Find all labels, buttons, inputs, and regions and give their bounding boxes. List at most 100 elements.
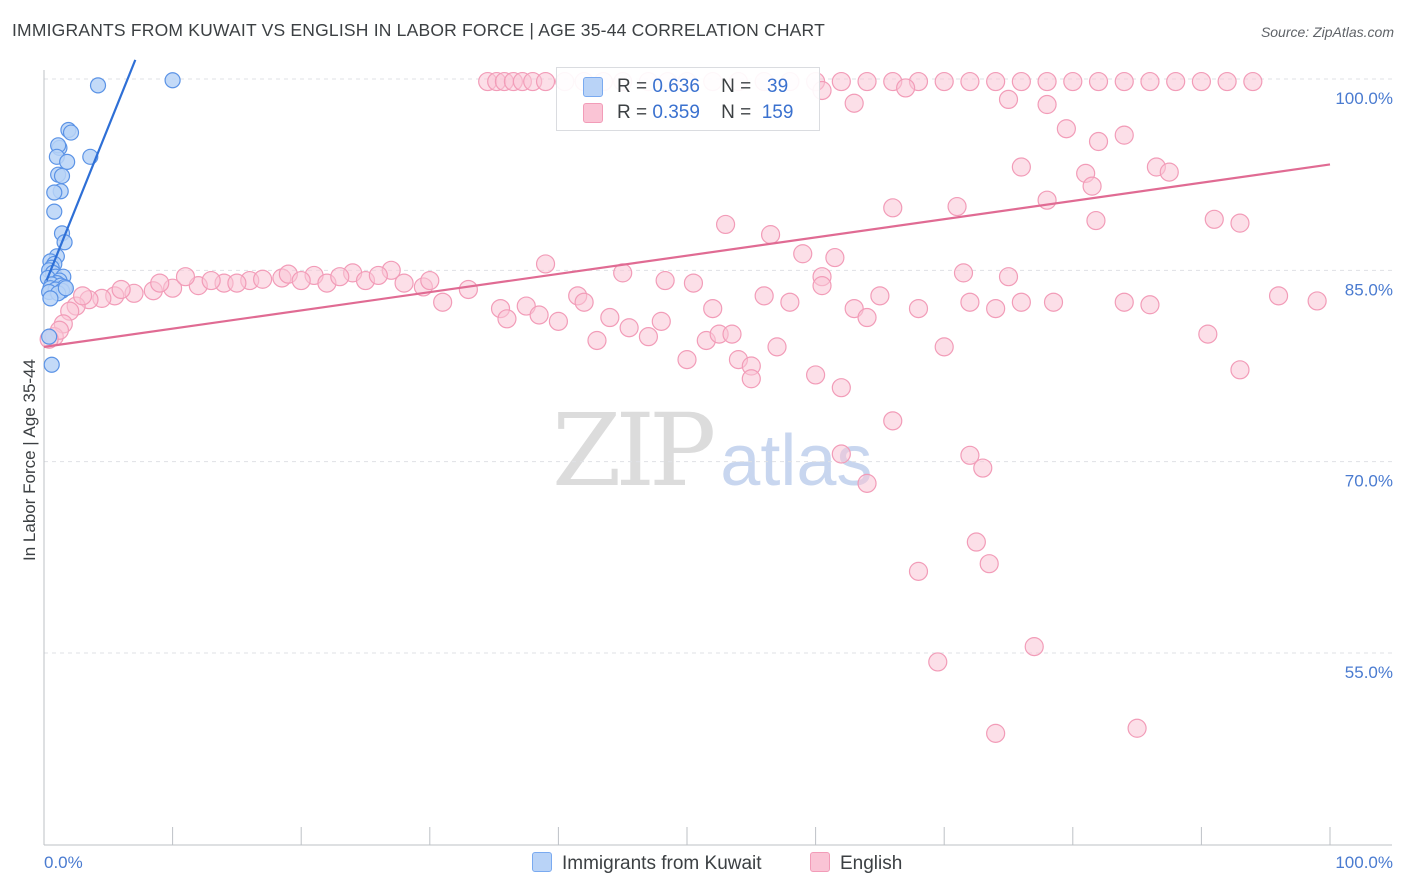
point-english[interactable] bbox=[433, 292, 453, 312]
point-english[interactable] bbox=[831, 71, 851, 92]
point-english[interactable] bbox=[651, 311, 671, 331]
point-kuwait[interactable] bbox=[43, 356, 60, 373]
point-english[interactable] bbox=[529, 305, 549, 325]
point-english[interactable] bbox=[1088, 131, 1109, 152]
point-english[interactable] bbox=[175, 267, 196, 287]
point-english[interactable] bbox=[1243, 71, 1263, 92]
point-english[interactable] bbox=[1114, 125, 1134, 145]
point-english[interactable] bbox=[1159, 162, 1179, 182]
point-kuwait[interactable] bbox=[164, 72, 181, 89]
point-english[interactable] bbox=[857, 71, 877, 92]
point-english[interactable] bbox=[844, 93, 864, 113]
point-english[interactable] bbox=[1011, 157, 1031, 177]
point-english[interactable] bbox=[497, 309, 517, 329]
point-english[interactable] bbox=[600, 307, 620, 328]
legend-item-english[interactable]: English bbox=[810, 852, 902, 875]
point-english[interactable] bbox=[825, 247, 845, 268]
point-english[interactable] bbox=[947, 196, 967, 217]
point-english[interactable] bbox=[1011, 292, 1031, 312]
point-english[interactable] bbox=[420, 270, 440, 291]
point-english[interactable] bbox=[998, 267, 1019, 287]
point-kuwait[interactable] bbox=[53, 167, 71, 185]
point-english[interactable] bbox=[1088, 71, 1109, 92]
point-english[interactable] bbox=[1204, 209, 1224, 229]
point-english[interactable] bbox=[754, 286, 774, 306]
point-english[interactable] bbox=[1086, 210, 1106, 231]
point-kuwait[interactable] bbox=[42, 290, 59, 307]
point-english[interactable] bbox=[1140, 71, 1160, 92]
point-english[interactable] bbox=[896, 78, 916, 98]
point-english[interactable] bbox=[857, 473, 877, 493]
point-english[interactable] bbox=[150, 273, 170, 293]
point-english[interactable] bbox=[767, 337, 787, 357]
point-english[interactable] bbox=[574, 292, 594, 312]
point-english[interactable] bbox=[908, 299, 929, 319]
point-english[interactable] bbox=[805, 365, 826, 385]
point-english[interactable] bbox=[831, 378, 851, 398]
point-english[interactable] bbox=[655, 270, 675, 291]
point-english[interactable] bbox=[812, 276, 832, 296]
point-english[interactable] bbox=[1082, 176, 1102, 196]
point-english[interactable] bbox=[857, 307, 877, 328]
point-kuwait[interactable] bbox=[57, 280, 74, 297]
point-english[interactable] bbox=[793, 244, 813, 264]
point-english[interactable] bbox=[548, 311, 569, 331]
point-english[interactable] bbox=[1037, 71, 1057, 92]
point-english[interactable] bbox=[1056, 119, 1076, 139]
point-english[interactable] bbox=[780, 292, 800, 312]
point-english[interactable] bbox=[1230, 213, 1250, 233]
point-english[interactable] bbox=[703, 299, 723, 319]
point-english[interactable] bbox=[638, 327, 659, 347]
point-english[interactable] bbox=[1191, 71, 1212, 92]
point-english[interactable] bbox=[1166, 71, 1186, 92]
point-english[interactable] bbox=[253, 269, 273, 289]
point-english[interactable] bbox=[458, 279, 478, 300]
point-english[interactable] bbox=[330, 267, 350, 287]
point-english[interactable] bbox=[1127, 718, 1147, 738]
point-english[interactable] bbox=[587, 330, 607, 351]
point-english[interactable] bbox=[722, 324, 742, 344]
point-english[interactable] bbox=[986, 71, 1006, 92]
point-english[interactable] bbox=[201, 270, 221, 291]
point-english[interactable] bbox=[960, 71, 980, 92]
point-english[interactable] bbox=[986, 723, 1006, 743]
point-english[interactable] bbox=[535, 71, 556, 92]
point-english[interactable] bbox=[72, 286, 93, 306]
point-english[interactable] bbox=[1024, 637, 1044, 657]
point-kuwait[interactable] bbox=[89, 77, 107, 94]
point-english[interactable] bbox=[715, 214, 736, 235]
point-english[interactable] bbox=[908, 561, 929, 581]
point-english[interactable] bbox=[1011, 71, 1031, 92]
point-english[interactable] bbox=[741, 369, 761, 389]
point-english[interactable] bbox=[883, 411, 903, 431]
point-english[interactable] bbox=[953, 263, 974, 283]
point-english[interactable] bbox=[1230, 360, 1250, 380]
point-english[interactable] bbox=[960, 292, 980, 312]
point-english[interactable] bbox=[998, 89, 1019, 110]
point-english[interactable] bbox=[1043, 292, 1064, 312]
point-english[interactable] bbox=[535, 254, 556, 274]
point-english[interactable] bbox=[934, 71, 954, 92]
point-english[interactable] bbox=[1217, 71, 1237, 92]
point-english[interactable] bbox=[960, 445, 980, 465]
point-english[interactable] bbox=[368, 265, 388, 286]
point-english[interactable] bbox=[394, 273, 414, 293]
point-english[interactable] bbox=[111, 279, 131, 300]
point-english[interactable] bbox=[1063, 71, 1083, 92]
point-english[interactable] bbox=[1268, 286, 1289, 306]
point-english[interactable] bbox=[1198, 324, 1218, 344]
point-english[interactable] bbox=[979, 554, 999, 574]
point-english[interactable] bbox=[619, 318, 639, 338]
point-english[interactable] bbox=[928, 652, 948, 672]
point-english[interactable] bbox=[1037, 94, 1057, 115]
point-english[interactable] bbox=[831, 444, 851, 464]
point-kuwait[interactable] bbox=[46, 184, 63, 201]
point-kuwait[interactable] bbox=[62, 124, 80, 141]
point-english[interactable] bbox=[291, 270, 311, 291]
point-english[interactable] bbox=[1114, 71, 1134, 92]
point-english[interactable] bbox=[683, 273, 704, 293]
point-english[interactable] bbox=[986, 299, 1006, 319]
point-english[interactable] bbox=[883, 198, 903, 218]
point-english[interactable] bbox=[677, 350, 697, 370]
point-kuwait[interactable] bbox=[59, 153, 76, 171]
